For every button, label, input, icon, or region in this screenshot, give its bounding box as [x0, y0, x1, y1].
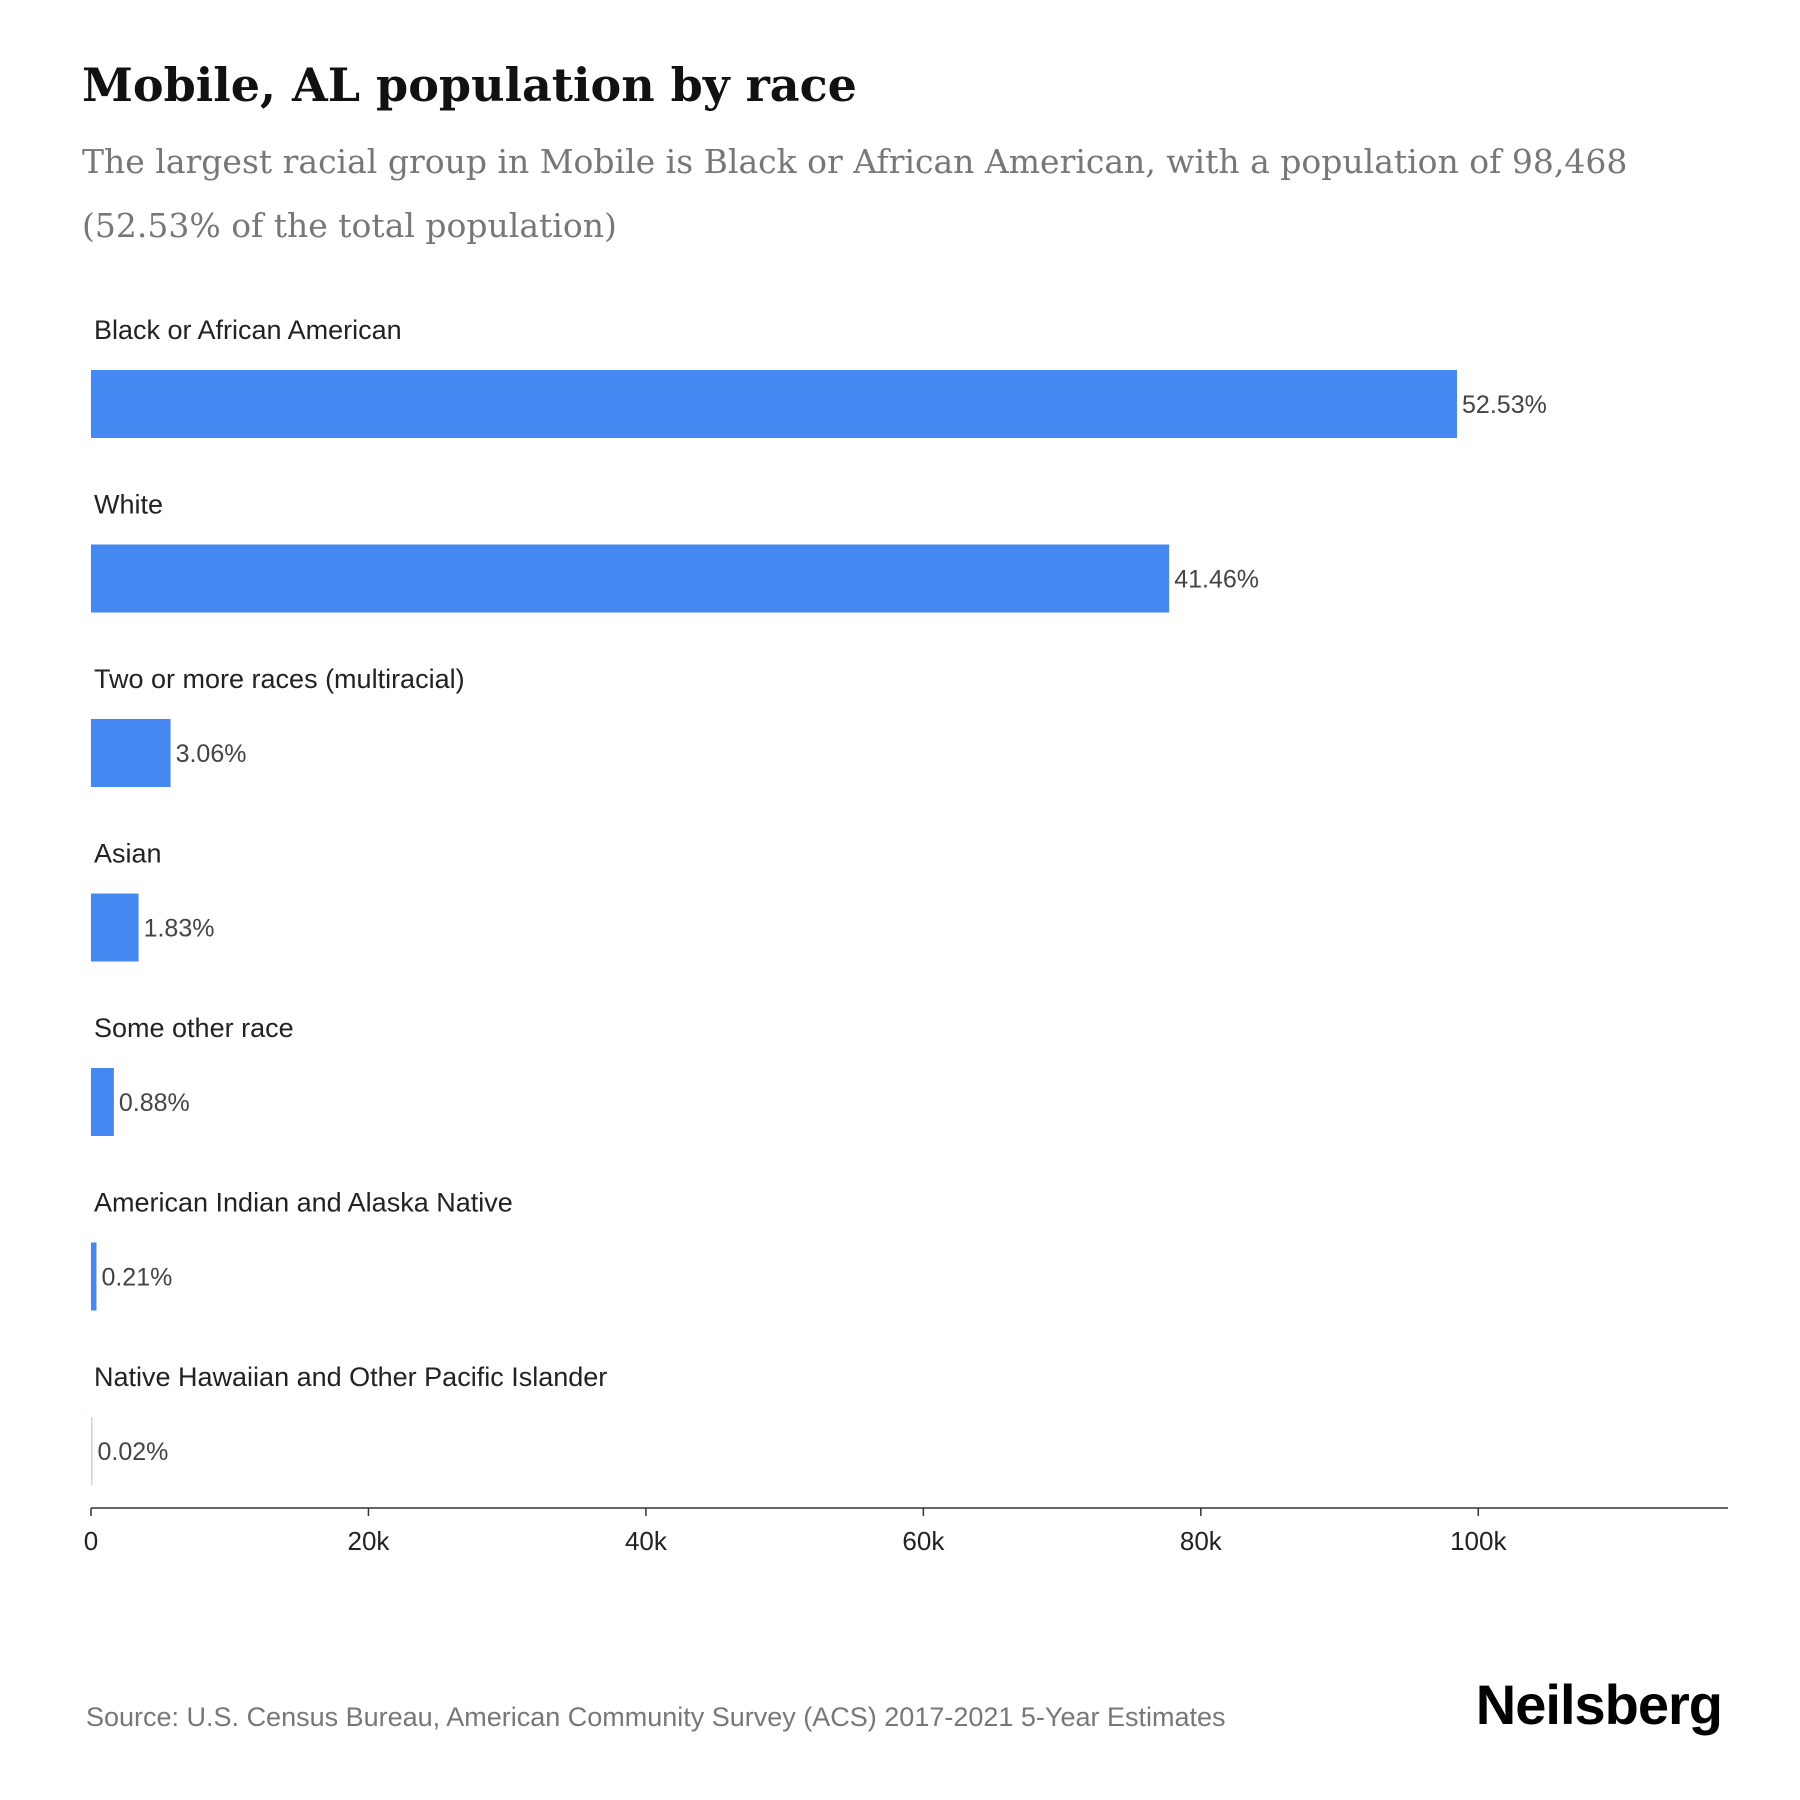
bar	[91, 719, 171, 787]
x-tick-label: 80k	[1180, 1526, 1223, 1556]
value-label: 0.88%	[119, 1089, 190, 1117]
value-label: 0.21%	[101, 1264, 172, 1292]
category-label: Some other race	[94, 1013, 294, 1043]
value-label: 3.06%	[176, 740, 247, 768]
x-tick-label: 20k	[347, 1526, 390, 1556]
value-label: 1.83%	[144, 915, 215, 943]
x-tick-label: 100k	[1450, 1526, 1507, 1556]
category-label: Two or more races (multiracial)	[94, 664, 465, 694]
x-tick-label: 60k	[902, 1526, 945, 1556]
chart-subtitle: The largest racial group in Mobile is Bl…	[82, 142, 1628, 245]
category-label: Asian	[94, 839, 162, 869]
bar	[91, 1242, 97, 1311]
chart-title: Mobile, AL population by race	[82, 58, 857, 112]
bar	[91, 370, 1458, 438]
bar	[91, 1068, 114, 1136]
value-label: 52.53%	[1462, 391, 1547, 419]
category-label: Black or African American	[94, 315, 402, 345]
bar	[91, 1417, 93, 1485]
category-label: American Indian and Alaska Native	[94, 1188, 513, 1218]
category-label: Native Hawaiian and Other Pacific Island…	[94, 1362, 607, 1392]
bar	[91, 544, 1170, 613]
brand-logo: Neilsberg	[1475, 1673, 1723, 1736]
value-label: 41.46%	[1174, 566, 1259, 594]
category-label: White	[94, 490, 163, 520]
source-note: Source: U.S. Census Bureau, American Com…	[86, 1702, 1226, 1732]
bar	[91, 893, 139, 962]
x-tick-label: 40k	[625, 1526, 668, 1556]
x-tick-label: 0	[84, 1526, 98, 1556]
value-label: 0.02%	[98, 1438, 169, 1466]
